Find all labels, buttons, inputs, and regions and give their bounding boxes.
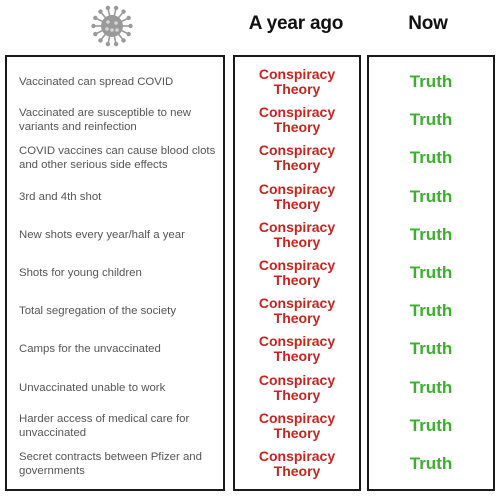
truth-text: Truth (409, 224, 453, 244)
conspiracy-theory-label: Conspiracy Theory (235, 216, 359, 254)
statement-row: Unvaccinated unable to work (7, 369, 223, 407)
statement-text: Vaccinated can spread COVID (19, 76, 174, 89)
statement-row: COVID vaccines can cause blood clots and… (7, 139, 223, 177)
conspiracy-theory-text: Conspiracy Theory (258, 409, 336, 441)
conspiracy-theory-text: Conspiracy Theory (258, 371, 336, 403)
truth-text: Truth (409, 415, 453, 435)
statement-row: Secret contracts between Pfizer and gove… (7, 445, 223, 483)
statement-text: Unvaccinated unable to work (19, 381, 166, 394)
statement-text: Vaccinated are susceptible to new varian… (19, 107, 192, 134)
conspiracy-theory-label: Conspiracy Theory (235, 63, 359, 101)
conspiracy-theory-label: Conspiracy Theory (235, 330, 359, 368)
truth-label: Truth (369, 139, 493, 177)
truth-label: Truth (369, 292, 493, 330)
truth-label: Truth (369, 445, 493, 483)
conspiracy-theory-label: Conspiracy Theory (235, 445, 359, 483)
conspiracy-theory-label: Conspiracy Theory (235, 407, 359, 445)
truth-label: Truth (369, 63, 493, 101)
statement-text: COVID vaccines can cause blood clots and… (19, 145, 216, 172)
conspiracy-theory-text: Conspiracy Theory (258, 333, 336, 365)
conspiracy-theory-label: Conspiracy Theory (235, 254, 359, 292)
statements-panel: Vaccinated can spread COVID Vaccinated ar… (5, 55, 225, 491)
statement-text: New shots every year/half a year (19, 228, 185, 241)
virus-icon (91, 5, 133, 47)
statement-row: Vaccinated can spread COVID (7, 63, 223, 101)
truth-text: Truth (409, 301, 453, 321)
conspiracy-theory-label: Conspiracy Theory (235, 139, 359, 177)
statement-row: Vaccinated are susceptible to new varian… (7, 101, 223, 139)
statement-text: Camps for the unvaccinated (19, 343, 161, 356)
conspiracy-theory-text: Conspiracy Theory (258, 447, 336, 479)
truth-text: Truth (409, 186, 453, 206)
conspiracy-theory-text: Conspiracy Theory (258, 257, 336, 289)
statement-text: Total segregation of the society (19, 305, 177, 318)
truth-label: Truth (369, 254, 493, 292)
column-header-a-year-ago: A year ago (248, 13, 344, 34)
statement-row: Camps for the unvaccinated (7, 330, 223, 368)
conspiracy-theory-label: Conspiracy Theory (235, 292, 359, 330)
truth-text: Truth (409, 110, 453, 130)
now-panel: Truth Truth Truth Truth Truth Truth Truth Truth… (367, 55, 495, 491)
truth-label: Truth (369, 330, 493, 368)
truth-label: Truth (369, 407, 493, 445)
truth-text: Truth (409, 377, 453, 397)
statement-row: Total segregation of the society (7, 292, 223, 330)
conspiracy-theory-text: Conspiracy Theory (258, 142, 336, 174)
truth-text: Truth (409, 72, 453, 92)
statement-row: Shots for young children (7, 254, 223, 292)
truth-text: Truth (409, 453, 453, 473)
conspiracy-theory-label: Conspiracy Theory (235, 101, 359, 139)
conspiracy-theory-text: Conspiracy Theory (258, 180, 336, 212)
statement-row: Harder access of medical care for unvacc… (7, 407, 223, 445)
conspiracy-theory-text: Conspiracy Theory (258, 218, 336, 250)
conspiracy-theory-text: Conspiracy Theory (258, 66, 336, 98)
statement-row: 3rd and 4th shot (7, 178, 223, 216)
statement-text: Harder access of medical care for unvacc… (19, 412, 190, 439)
truth-text: Truth (409, 263, 453, 283)
truth-text: Truth (409, 339, 453, 359)
statement-text: 3rd and 4th shot (19, 190, 102, 203)
truth-label: Truth (369, 101, 493, 139)
truth-text: Truth (409, 148, 453, 168)
statement-text: Secret contracts between Pfizer and gove… (19, 450, 202, 477)
statement-row: New shots every year/half a year (7, 216, 223, 254)
truth-label: Truth (369, 369, 493, 407)
statement-text: Shots for young children (19, 267, 142, 280)
truth-label: Truth (369, 178, 493, 216)
column-header-now: Now (408, 13, 448, 34)
a-year-ago-panel: Conspiracy Theory Conspiracy Theory Conspi… (233, 55, 361, 491)
conspiracy-theory-label: Conspiracy Theory (235, 369, 359, 407)
conspiracy-theory-label: Conspiracy Theory (235, 178, 359, 216)
conspiracy-theory-text: Conspiracy Theory (258, 295, 336, 327)
conspiracy-theory-text: Conspiracy Theory (258, 104, 336, 136)
truth-label: Truth (369, 216, 493, 254)
